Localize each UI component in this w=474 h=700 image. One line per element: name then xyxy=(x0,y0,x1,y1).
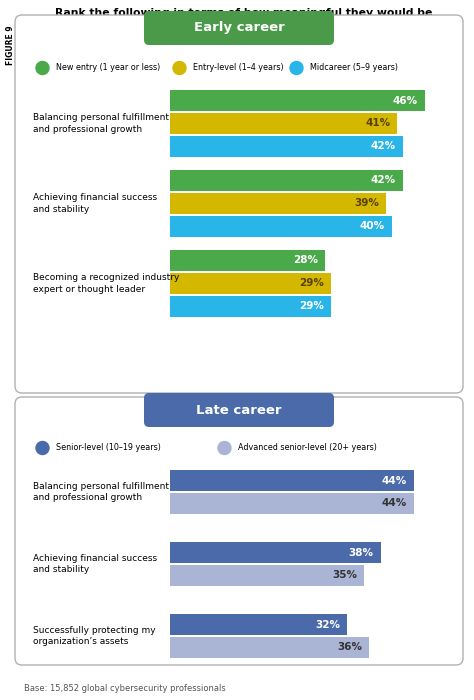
Bar xyxy=(170,250,325,271)
Bar xyxy=(170,637,369,658)
Bar xyxy=(170,216,392,237)
Bar xyxy=(170,470,414,491)
Text: (Showing top three ranked responses): (Showing top three ranked responses) xyxy=(55,78,241,88)
Text: 38%: 38% xyxy=(348,547,374,557)
Text: Base: 15,852 global cybersecurity professionals: Base: 15,852 global cybersecurity profes… xyxy=(24,684,226,693)
Text: Achieving financial success
and stability: Achieving financial success and stabilit… xyxy=(33,193,157,214)
Text: FIGURE 9: FIGURE 9 xyxy=(6,26,15,65)
Text: 36%: 36% xyxy=(337,643,363,652)
Text: 40%: 40% xyxy=(359,221,384,232)
Bar xyxy=(170,90,425,111)
FancyBboxPatch shape xyxy=(15,397,463,665)
Text: 39%: 39% xyxy=(354,199,379,209)
Text: Achieving financial success
and stability: Achieving financial success and stabilit… xyxy=(33,554,157,574)
Text: (or already are) for you to achieve in your cybersecurity career.: (or already are) for you to achieve in y… xyxy=(55,38,446,48)
Text: Entry-level (1–4 years): Entry-level (1–4 years) xyxy=(193,64,283,73)
Text: 42%: 42% xyxy=(371,141,396,151)
Text: 42%: 42% xyxy=(371,176,396,186)
Text: 41%: 41% xyxy=(365,118,390,129)
Text: 35%: 35% xyxy=(332,570,357,580)
Circle shape xyxy=(290,62,303,74)
Text: Advanced senior-level (20+ years): Advanced senior-level (20+ years) xyxy=(238,444,377,452)
FancyBboxPatch shape xyxy=(144,11,334,45)
Bar xyxy=(170,614,347,635)
Bar xyxy=(170,542,381,563)
Text: Early career: Early career xyxy=(193,22,284,34)
Circle shape xyxy=(36,442,49,454)
Text: Balancing personal fulfillment
and professional growth: Balancing personal fulfillment and profe… xyxy=(33,113,169,134)
Bar xyxy=(170,170,403,191)
Bar xyxy=(170,193,386,214)
Text: Balancing personal fulfillment
and professional growth: Balancing personal fulfillment and profe… xyxy=(33,482,169,502)
Text: 29%: 29% xyxy=(299,279,324,288)
Text: 28%: 28% xyxy=(293,256,318,265)
Text: Becoming a recognized industry
expert or thought leader: Becoming a recognized industry expert or… xyxy=(33,273,179,294)
Bar xyxy=(170,136,403,157)
Text: New entry (1 year or less): New entry (1 year or less) xyxy=(56,64,160,73)
Text: 46%: 46% xyxy=(393,95,418,106)
Text: Late career: Late career xyxy=(196,403,282,416)
FancyBboxPatch shape xyxy=(15,15,463,393)
Text: Midcareer (5–9 years): Midcareer (5–9 years) xyxy=(310,64,398,73)
Text: Senior-level (10–19 years): Senior-level (10–19 years) xyxy=(56,444,161,452)
Circle shape xyxy=(173,62,186,74)
Text: Rank the following in terms of how meaningful they would be: Rank the following in terms of how meani… xyxy=(55,8,432,18)
Bar xyxy=(170,273,331,294)
Text: Successfully protecting my
organization’s assets: Successfully protecting my organization’… xyxy=(33,626,155,646)
Bar xyxy=(170,296,331,317)
Circle shape xyxy=(218,442,231,454)
Bar xyxy=(170,565,364,586)
Text: 32%: 32% xyxy=(315,620,340,629)
Bar xyxy=(170,113,397,134)
FancyBboxPatch shape xyxy=(144,393,334,427)
Bar xyxy=(170,493,414,514)
Text: 29%: 29% xyxy=(299,302,324,312)
Circle shape xyxy=(36,62,49,74)
Text: 44%: 44% xyxy=(382,475,407,486)
Text: 44%: 44% xyxy=(382,498,407,508)
